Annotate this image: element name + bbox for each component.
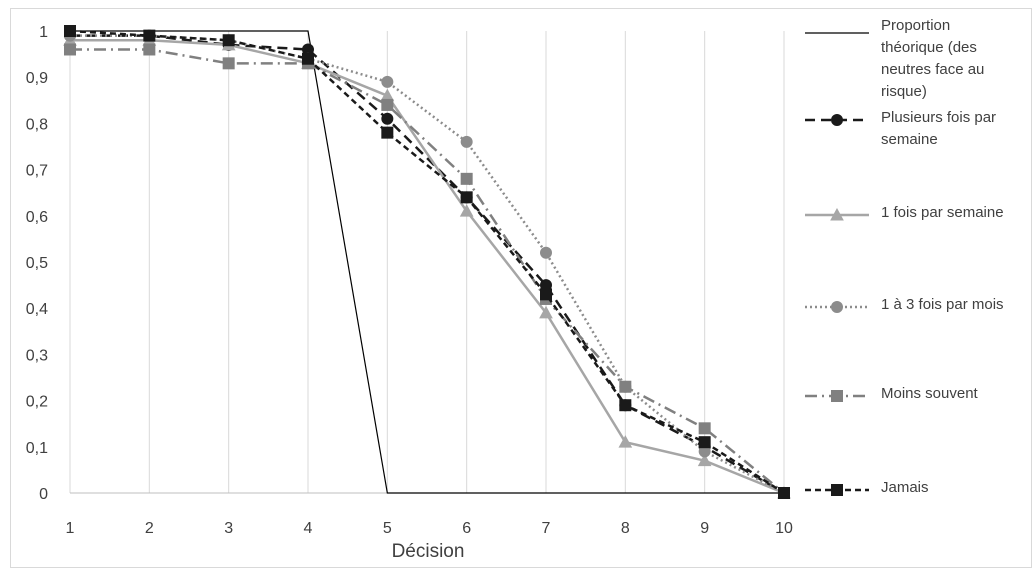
series-line bbox=[70, 34, 785, 495]
data-point-marker bbox=[619, 399, 632, 412]
data-point-marker bbox=[830, 207, 844, 221]
data-point-marker bbox=[618, 435, 633, 448]
legend-entry: Jamais bbox=[805, 479, 929, 496]
y-tick-label: 0 bbox=[39, 486, 48, 503]
data-point-marker bbox=[64, 25, 76, 37]
legend-entry: Moins souvent bbox=[805, 385, 979, 402]
y-tick-label: 0,8 bbox=[26, 116, 48, 133]
series-line bbox=[70, 48, 785, 494]
x-tick-label: 8 bbox=[621, 520, 630, 537]
data-point-marker bbox=[831, 114, 843, 126]
x-tick-label: 9 bbox=[700, 520, 709, 537]
x-tick-label: 4 bbox=[304, 520, 313, 537]
x-tick-label: 5 bbox=[383, 520, 392, 537]
x-tick-label: 3 bbox=[224, 520, 233, 537]
grid-lines bbox=[69, 31, 785, 493]
legend-label: risque) bbox=[881, 83, 927, 100]
chart-frame bbox=[10, 8, 1032, 568]
y-tick-label: 1 bbox=[39, 24, 48, 41]
data-point-marker bbox=[460, 172, 473, 185]
legend-label: semaine bbox=[881, 131, 938, 148]
data-point-marker bbox=[64, 43, 76, 56]
y-axis: 0 0,1 0,2 0,3 0,4 0,5 0,6 0,7 0,8 0,9 1 bbox=[26, 24, 48, 503]
legend-entry: 1 fois par semaine bbox=[805, 204, 1004, 221]
data-point-marker bbox=[698, 436, 711, 449]
data-point-marker bbox=[619, 380, 632, 393]
series-group bbox=[63, 25, 791, 499]
data-point-marker bbox=[459, 204, 474, 217]
x-axis-title: Décision bbox=[392, 541, 465, 562]
data-point-marker bbox=[381, 126, 394, 139]
x-tick-label: 7 bbox=[542, 520, 551, 537]
data-point-marker bbox=[539, 305, 553, 319]
data-point-marker bbox=[143, 29, 156, 42]
data-point-marker bbox=[381, 75, 394, 88]
legend-label: Proportion bbox=[881, 17, 950, 34]
data-point-marker bbox=[540, 288, 552, 301]
legend-label: Jamais bbox=[881, 479, 929, 496]
y-tick-label: 0,2 bbox=[26, 394, 48, 411]
x-tick-label: 2 bbox=[145, 520, 154, 537]
legend-entry: Plusieurs fois par semaine bbox=[805, 109, 996, 148]
y-tick-label: 0,3 bbox=[26, 347, 48, 364]
data-point-marker bbox=[831, 484, 843, 496]
data-point-marker bbox=[698, 422, 711, 435]
x-tick-label: 1 bbox=[66, 520, 75, 537]
series-2 bbox=[64, 29, 790, 499]
series-line bbox=[70, 38, 785, 495]
legend-label: Plusieurs fois par bbox=[881, 109, 996, 126]
series-line bbox=[69, 29, 785, 495]
series-6 bbox=[64, 25, 790, 499]
data-point-marker bbox=[831, 390, 843, 402]
data-point-marker bbox=[222, 34, 235, 47]
data-point-marker bbox=[381, 98, 394, 111]
series-line bbox=[70, 34, 785, 495]
x-tick-label: 6 bbox=[462, 520, 471, 537]
y-tick-label: 0,1 bbox=[26, 440, 48, 457]
legend-label: neutres face au bbox=[881, 61, 984, 78]
data-point-marker bbox=[381, 112, 394, 125]
data-point-marker bbox=[302, 52, 314, 65]
x-axis: 1 2 3 4 5 6 7 8 9 10 bbox=[66, 492, 793, 537]
series-3 bbox=[63, 33, 791, 499]
legend-label: théorique (des bbox=[881, 39, 977, 56]
data-point-marker bbox=[460, 191, 473, 204]
y-tick-label: 0,4 bbox=[26, 301, 48, 318]
series-4 bbox=[64, 29, 790, 499]
data-point-marker bbox=[778, 487, 790, 499]
legend: Proportion théorique (des neutres face au r… bbox=[805, 17, 1004, 496]
series-1 bbox=[70, 30, 784, 494]
y-tick-label: 0,5 bbox=[26, 255, 48, 272]
data-point-marker bbox=[222, 57, 235, 70]
legend-label: 1 à 3 fois par mois bbox=[881, 296, 1004, 313]
y-tick-label: 0,7 bbox=[26, 163, 48, 180]
series-line bbox=[70, 30, 784, 494]
legend-entry: 1 à 3 fois par mois bbox=[805, 296, 1004, 313]
legend-label: Moins souvent bbox=[881, 385, 979, 402]
y-tick-label: 0,6 bbox=[26, 209, 48, 226]
x-tick-label: 10 bbox=[775, 520, 793, 537]
data-point-marker bbox=[460, 135, 473, 148]
data-point-marker bbox=[143, 43, 156, 56]
data-point-marker bbox=[540, 246, 552, 259]
legend-label: 1 fois par semaine bbox=[881, 204, 1004, 221]
legend-entry: Proportion théorique (des neutres face au r… bbox=[805, 17, 984, 100]
data-point-marker bbox=[831, 301, 843, 313]
y-tick-label: 0,9 bbox=[26, 70, 48, 87]
data-point-marker bbox=[697, 453, 712, 467]
